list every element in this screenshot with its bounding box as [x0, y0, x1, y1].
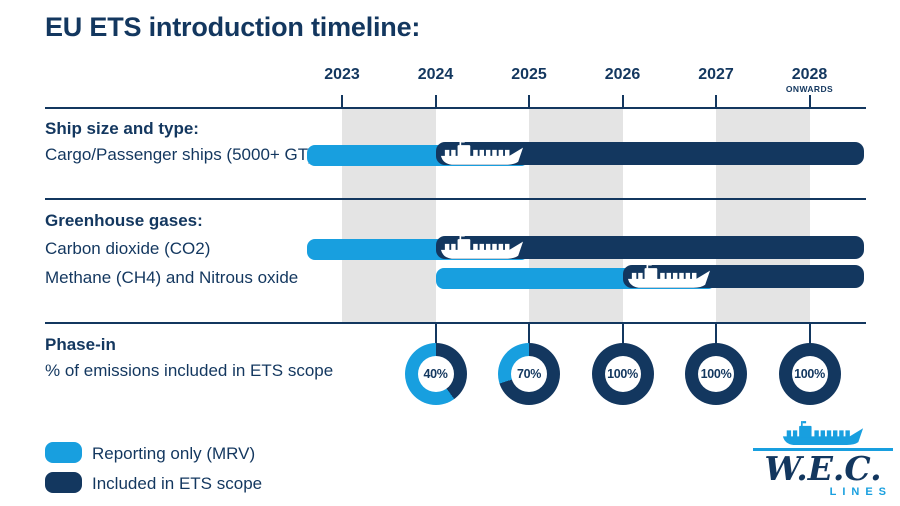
year-tick [715, 95, 717, 107]
year-label: 2028 ONWARDS [775, 66, 845, 94]
cargo-ship-icon [626, 262, 712, 290]
legend-swatch-reporting-mrv [45, 442, 82, 463]
donut-percent-value: 40% [417, 356, 454, 392]
donut-percent-value: 100% [791, 356, 828, 392]
legend-label-ets-scope: Included in ETS scope [92, 474, 263, 493]
section-divider-line [45, 198, 866, 200]
year-label: 2027 [698, 66, 734, 83]
row-label-cargo-passenger: Cargo/Passenger ships (5000+ GT) [45, 145, 314, 164]
phase-in-heading: Phase-in [45, 335, 116, 354]
year-tick [341, 95, 343, 107]
logo-brand-text: W.E.C. [764, 448, 882, 488]
year-onwards-note: ONWARDS [785, 83, 834, 94]
legend-swatch-ets-scope [45, 472, 82, 493]
logo-ship-icon [781, 420, 865, 447]
donut-connector-line [434, 324, 437, 345]
wec-lines-logo: W.E.C. LINES [750, 420, 896, 498]
phase-in-subheading: % of emissions included in ETS scope [45, 361, 334, 380]
phase-in-donut: 100% [591, 343, 654, 405]
cargo-ship-icon [439, 233, 525, 261]
year-label: 2026 [604, 66, 641, 83]
donut-percent-value: 70% [511, 356, 547, 392]
year-tick [434, 95, 437, 107]
year-label: 2024 [417, 66, 454, 83]
page-title: EU ETS introduction timeline: [45, 12, 421, 42]
year-column-band [716, 109, 810, 322]
logo-underline [753, 448, 893, 451]
year-column-band [529, 109, 623, 322]
timeline-axis-line [45, 107, 866, 109]
donut-connector-line [808, 324, 811, 345]
phase-in-donut: 100% [685, 343, 747, 405]
year-tick [528, 95, 530, 107]
phase-in-donut: 70% [498, 343, 560, 405]
year-tick [621, 95, 624, 107]
row-label-methane-nitrous: Methane (CH4) and Nitrous oxide [45, 268, 299, 287]
phase-in-divider-line [45, 322, 866, 324]
phase-in-donut: 100% [778, 343, 841, 405]
phase-in-donut: 40% [404, 343, 467, 405]
section-heading-greenhouse-gases: Greenhouse gases: [45, 211, 203, 230]
year-tick [808, 95, 811, 107]
donut-connector-line [621, 324, 624, 345]
donut-connector-line [715, 324, 717, 345]
donut-percent-value: 100% [698, 356, 734, 392]
year-column-band [342, 109, 436, 322]
year-label: 2023 [324, 66, 360, 83]
section-heading-ship-size: Ship size and type: [45, 119, 199, 138]
year-label: 2025 [511, 66, 547, 83]
logo-sub-text: LINES [829, 485, 892, 498]
donut-connector-line [528, 324, 530, 345]
cargo-ship-icon [439, 139, 525, 167]
legend-label-reporting-mrv: Reporting only (MRV) [92, 444, 256, 463]
row-label-carbon-dioxide: Carbon dioxide (CO2) [45, 239, 211, 258]
ets-scope-bar [435, 142, 864, 165]
ets-scope-bar [435, 236, 864, 259]
donut-percent-value: 100% [604, 356, 641, 392]
